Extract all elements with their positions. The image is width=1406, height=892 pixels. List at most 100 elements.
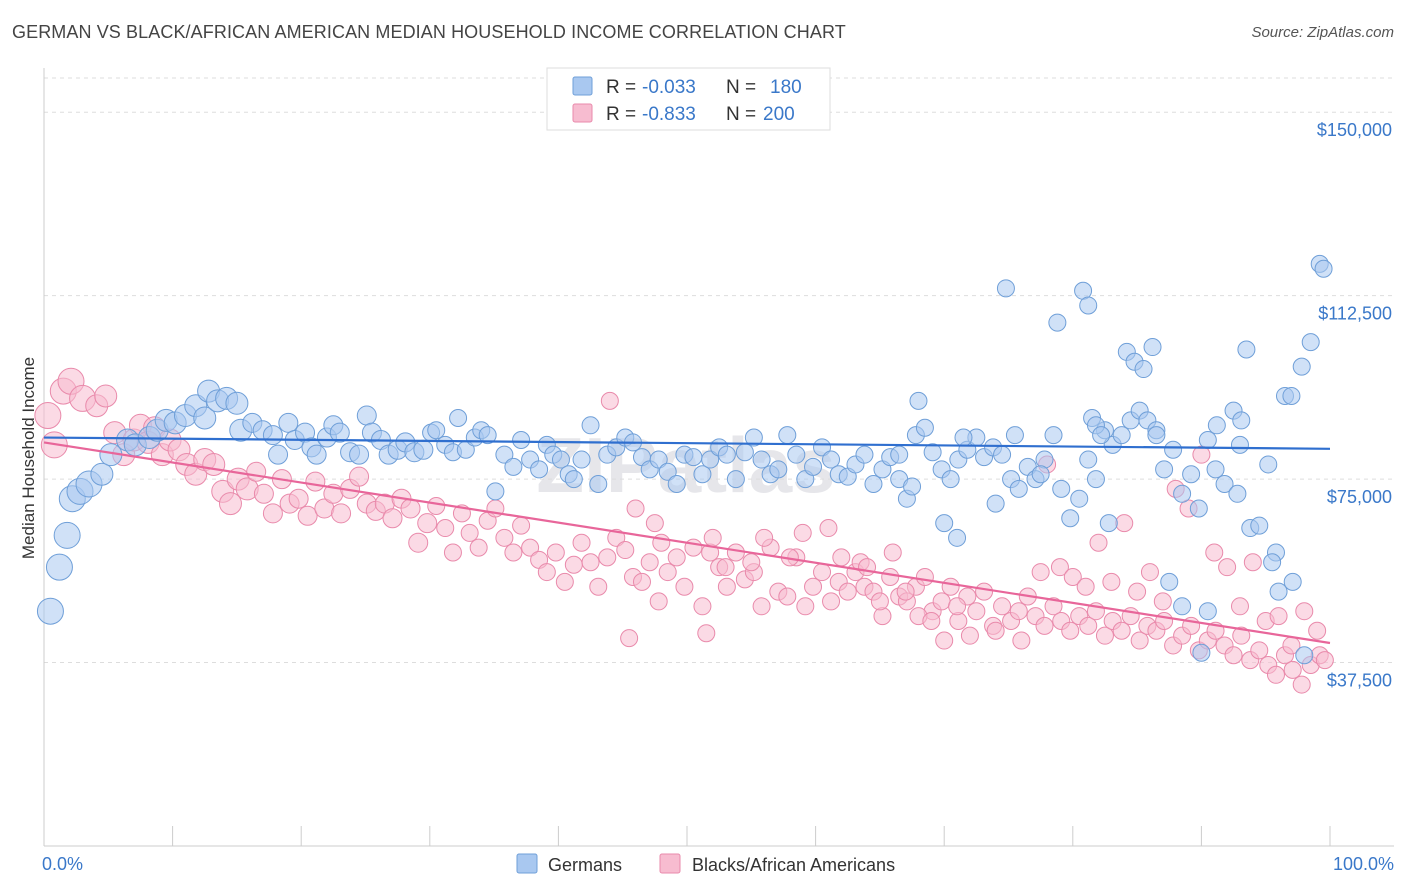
blacks-point-123: [1095, 626, 1114, 645]
bottom-legend-swatch-blacks: [659, 853, 681, 874]
germans-point-153: [1230, 435, 1249, 454]
bottom-legend-swatch-germans: [516, 853, 538, 874]
series-legend: Germans Blacks/African Americans: [516, 853, 895, 875]
trend-line-blacks: [43, 441, 1331, 645]
germans-point-174: [1228, 484, 1247, 503]
blacks-point-160: [819, 519, 838, 538]
blacks-point-72: [658, 563, 677, 582]
germans-point-36: [356, 405, 377, 426]
germans-point-169: [1160, 572, 1179, 591]
blacks-point-197: [620, 629, 639, 648]
blacks-point-109: [975, 582, 994, 601]
germans-point-172: [1198, 602, 1217, 621]
germans-point-43: [413, 439, 434, 460]
blacks-point-98: [881, 567, 900, 586]
germans-point-104: [915, 418, 934, 437]
germans-point-63: [564, 470, 583, 489]
germans-point-56: [512, 430, 531, 449]
germans-point-143: [1250, 516, 1269, 535]
germans-point-173: [1207, 416, 1226, 435]
blacks-point-174: [1031, 563, 1050, 582]
germans-point-52: [478, 426, 497, 445]
legend-germans-r-value: -0.033: [642, 77, 696, 98]
germans-point-1: [45, 553, 73, 581]
germans-point-55: [504, 457, 523, 476]
blacks-point-66: [607, 528, 626, 547]
blacks-point-108: [967, 602, 986, 621]
blacks-point-104: [932, 592, 951, 611]
germans-point-26: [278, 412, 299, 433]
blacks-point-62: [572, 533, 591, 552]
legend-germans-n-label: N =: [726, 77, 756, 98]
blacks-point-111: [993, 597, 1012, 616]
blacks-point-141: [1250, 641, 1269, 660]
legend-swatch-germans: [572, 76, 593, 96]
germans-point-139: [1215, 475, 1234, 494]
blacks-point-69: [632, 572, 651, 591]
germans-point-61: [551, 450, 570, 469]
blacks-point-171: [960, 626, 979, 645]
blacks-point-138: [1224, 646, 1243, 665]
germans-point-58: [530, 460, 549, 479]
blacks-point-184: [1153, 592, 1172, 611]
germans-point-24: [262, 425, 283, 446]
germans-point-45: [427, 421, 446, 440]
germans-point-156: [1031, 465, 1050, 484]
germans-point-134: [1173, 484, 1192, 503]
blacks-point-125: [1112, 621, 1131, 640]
germans-point-135: [1182, 465, 1201, 484]
blacks-point-24: [246, 461, 267, 482]
blacks-point-26: [262, 503, 283, 524]
blacks-point-117: [1044, 597, 1063, 616]
blacks-point-88: [796, 597, 815, 616]
germans-point-123: [1079, 450, 1098, 469]
blacks-point-116: [1035, 616, 1054, 635]
blacks-point-159: [793, 523, 812, 542]
blacks-point-188: [1205, 543, 1224, 562]
blacks-point-56: [521, 538, 540, 557]
germans-point-162: [1092, 426, 1111, 445]
blacks-point-173: [1012, 631, 1031, 650]
germans-point-137: [1198, 430, 1217, 449]
germans-point-154: [996, 279, 1015, 298]
blacks-point-93: [838, 582, 857, 601]
germans-point-85: [752, 450, 771, 469]
legend-blacks-r-value: -0.833: [642, 104, 696, 125]
blacks-point-83: [752, 597, 771, 616]
blacks-point-54: [504, 543, 523, 562]
germans-point-120: [1052, 479, 1071, 498]
blacks-point-154: [703, 528, 722, 547]
blacks-point-58: [537, 563, 556, 582]
germans-point-87: [769, 460, 788, 479]
germans-point-155: [1005, 426, 1024, 445]
legend-germans-r-label: R =: [606, 77, 636, 98]
blacks-point-30: [297, 505, 318, 526]
blacks-point-53: [495, 528, 514, 547]
blacks-point-146: [1292, 675, 1311, 694]
germans-point-2: [53, 521, 81, 549]
germans-point-179: [1295, 646, 1314, 665]
blacks-point-0: [34, 402, 62, 430]
germans-point-54: [495, 445, 514, 464]
stats-legend-box: [546, 67, 831, 131]
blacks-point-67: [616, 541, 635, 560]
germans-point-101: [890, 445, 909, 464]
blacks-point-193: [1269, 607, 1288, 626]
germans-point-79: [701, 450, 720, 469]
germans-point-89: [787, 445, 806, 464]
blacks-point-151: [626, 499, 645, 518]
germans-point-168: [1147, 426, 1166, 445]
blacks-point-31: [305, 471, 326, 492]
blacks-point-163: [858, 558, 877, 577]
blacks-point-71: [649, 592, 668, 611]
germans-point-30: [306, 444, 327, 465]
blacks-point-76: [693, 597, 712, 616]
germans-point-107: [941, 470, 960, 489]
blacks-point-80: [726, 543, 745, 562]
germans-point-149: [1301, 333, 1320, 352]
blacks-point-55: [512, 516, 531, 535]
chart-title: GERMAN VS BLACK/AFRICAN AMERICAN MEDIAN …: [12, 22, 846, 42]
blacks-point-152: [645, 514, 664, 533]
blacks-point-127: [1130, 631, 1149, 650]
germans-point-183: [935, 514, 954, 533]
